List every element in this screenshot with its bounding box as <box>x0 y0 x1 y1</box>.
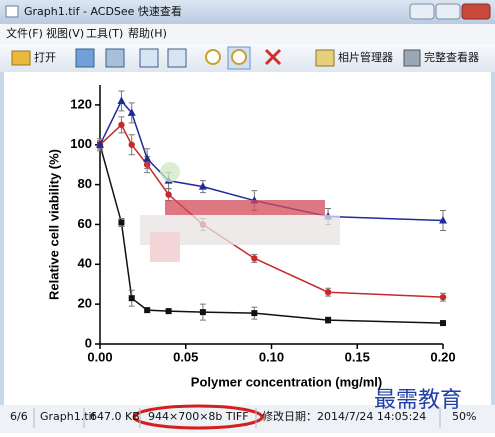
menu-item[interactable]: 帮助(H) <box>128 26 167 40</box>
marker <box>440 320 446 327</box>
status-field: 50% <box>452 410 476 423</box>
tool-icon[interactable] <box>75 48 95 68</box>
marker <box>439 215 447 224</box>
zoom-out[interactable] <box>231 49 247 65</box>
marker <box>251 310 258 317</box>
marker <box>325 317 332 324</box>
marker <box>199 309 206 316</box>
x-tick-label: 0.05 <box>173 349 198 364</box>
y-tick-label: 100 <box>70 136 92 151</box>
menu-item[interactable]: 文件(F) <box>6 26 43 40</box>
marker <box>143 154 152 162</box>
menu-bar <box>0 24 495 44</box>
open-icon[interactable] <box>11 50 31 66</box>
marker <box>165 308 172 315</box>
open-button[interactable]: 打开 <box>34 50 56 64</box>
app-icon <box>5 5 19 18</box>
x-tick-label: 0.20 <box>430 349 455 364</box>
status-field: 647.0 KB <box>90 410 140 423</box>
marker <box>324 289 332 296</box>
status-field: 6/6 <box>10 410 28 423</box>
full-viewer-button[interactable]: 完整查看器 <box>424 50 479 64</box>
close-button[interactable] <box>461 3 491 20</box>
rotate-right[interactable] <box>167 48 187 68</box>
tool-icon[interactable] <box>105 48 125 68</box>
marker <box>117 96 126 104</box>
marker <box>198 182 207 190</box>
marker <box>439 293 447 301</box>
y-tick-label: 80 <box>78 176 92 191</box>
marker <box>127 108 136 116</box>
highlight-ellipse <box>132 404 264 430</box>
marker <box>118 121 125 129</box>
menu-item[interactable]: 视图(V) <box>46 26 84 40</box>
x-tick-label: 0.15 <box>345 349 370 364</box>
watermark: 最需教育 <box>374 387 462 412</box>
zoom-in[interactable] <box>205 49 221 65</box>
marker <box>128 295 135 302</box>
y-tick-label: 20 <box>78 296 92 311</box>
marker <box>96 140 104 148</box>
y-axis-title: Relative cell viability (%) <box>46 149 61 300</box>
y-tick-label: 40 <box>78 256 92 271</box>
status-field: 944×700×8b TIFF <box>148 410 249 423</box>
blur-patch <box>150 232 180 262</box>
rotate-left[interactable] <box>139 48 159 68</box>
photo-manager-button[interactable]: 相片管理器 <box>338 50 393 64</box>
marker <box>144 307 151 314</box>
obscured-region <box>140 162 340 262</box>
photo-manager-icon[interactable] <box>315 49 335 67</box>
x-axis-title: Polymer concentration (mg/ml) <box>191 374 382 389</box>
marker <box>118 219 125 226</box>
marker <box>165 191 172 198</box>
status-field: 修改日期：2014/7/24 14:05:24 <box>262 409 426 423</box>
delete-button[interactable] <box>264 48 282 66</box>
y-tick-label: 120 <box>70 96 92 111</box>
y-tick-label: 0 <box>85 335 92 350</box>
blur-patch <box>160 162 180 182</box>
window-title: Graph1.tif - ACDSee 快速查看 <box>24 4 182 18</box>
marker <box>251 255 258 262</box>
status-field: Graph1.tif <box>40 410 97 423</box>
menu-item[interactable]: 工具(T) <box>86 27 123 40</box>
full-viewer-icon[interactable] <box>403 49 421 67</box>
y-tick-label: 60 <box>78 216 92 231</box>
marker <box>128 141 135 148</box>
x-tick-label: 0.10 <box>259 349 284 364</box>
x-tick-label: 0.00 <box>87 349 112 364</box>
minimize-button[interactable] <box>409 3 435 20</box>
maximize-button[interactable] <box>435 3 461 20</box>
